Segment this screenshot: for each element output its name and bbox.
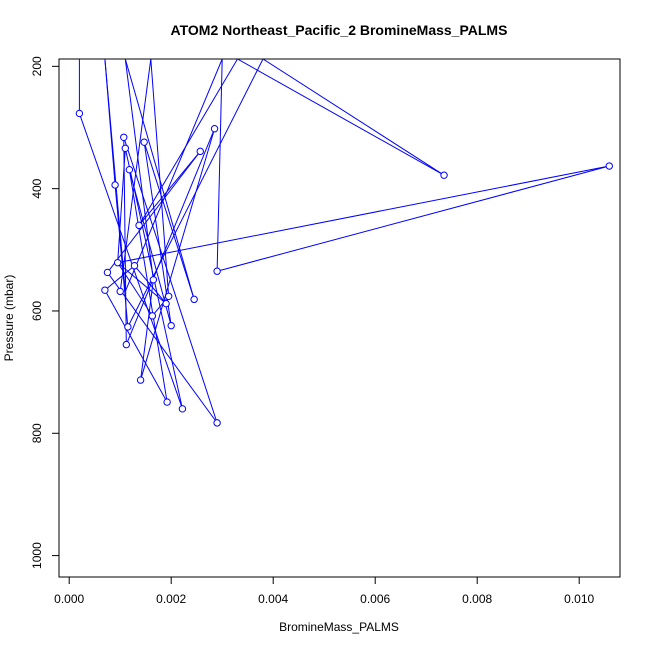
chart-title: ATOM2 Northeast_Pacific_2 BromineMass_PA… xyxy=(171,22,508,38)
data-point xyxy=(196,147,204,156)
series-segment xyxy=(117,165,610,264)
x-tick-label: 0.002 xyxy=(156,592,186,606)
series-segment xyxy=(123,137,127,345)
x-axis: 0.000 0.002 0.004 0.006 0.008 0.010 xyxy=(54,576,595,606)
data-point xyxy=(190,295,198,304)
series-segment xyxy=(125,128,216,345)
series-segment xyxy=(262,59,445,176)
data-point xyxy=(101,286,109,294)
x-tick-label: 0.010 xyxy=(564,592,594,606)
y-axis-label: Pressure (mbar) xyxy=(2,275,16,362)
data-point xyxy=(149,276,158,284)
series-segment xyxy=(104,59,116,186)
series-segment xyxy=(150,59,170,297)
series-segment xyxy=(107,272,218,424)
data-point xyxy=(213,419,221,427)
series-segment xyxy=(107,151,201,273)
series-segment xyxy=(143,142,195,300)
data-point xyxy=(125,165,134,174)
data-point xyxy=(120,133,128,141)
data-point xyxy=(130,262,139,270)
x-tick-label: 0.006 xyxy=(360,592,390,606)
x-tick-label: 0.004 xyxy=(258,592,288,606)
series-segment xyxy=(237,59,445,176)
y-tick-label: 1000 xyxy=(30,542,44,569)
y-tick-label: 400 xyxy=(30,178,44,198)
data-point xyxy=(213,267,221,275)
series-segment xyxy=(140,279,154,381)
y-tick-label: 800 xyxy=(30,423,44,443)
data-point xyxy=(167,321,175,330)
data-point xyxy=(210,125,219,133)
x-axis-label: BromineMass_PALMS xyxy=(279,620,399,634)
data-point xyxy=(135,221,143,230)
series-segment xyxy=(78,113,183,409)
y-tick-label: 200 xyxy=(30,56,44,76)
data-point xyxy=(111,181,119,189)
series-segment xyxy=(216,59,223,272)
data-point xyxy=(116,287,124,296)
data-point xyxy=(122,340,131,349)
plot-frame xyxy=(58,58,621,578)
series-points xyxy=(75,109,613,427)
series-segment xyxy=(216,165,610,272)
series-segment xyxy=(124,59,223,292)
data-point xyxy=(124,323,132,331)
data-point xyxy=(103,268,112,277)
y-axis: 200 400 600 800 1000 xyxy=(30,56,60,569)
data-point xyxy=(178,405,187,413)
x-tick-label: 0.008 xyxy=(462,592,492,606)
data-point xyxy=(162,299,170,308)
series-segment xyxy=(128,169,168,403)
series-segment xyxy=(134,265,167,304)
data-point xyxy=(136,376,145,384)
series-segment xyxy=(128,169,172,326)
series-segment xyxy=(117,262,153,317)
data-point xyxy=(164,292,173,300)
series-segment xyxy=(117,262,167,305)
series-segment xyxy=(140,128,216,381)
series-segment xyxy=(151,295,170,317)
data-point xyxy=(121,144,130,152)
x-tick-label: 0.000 xyxy=(54,592,84,606)
data-point xyxy=(605,162,613,170)
data-point xyxy=(75,109,84,118)
series-lines xyxy=(78,59,610,424)
data-point xyxy=(440,171,448,179)
series-segment xyxy=(104,265,135,291)
data-point xyxy=(148,312,157,320)
series-segment xyxy=(119,59,152,292)
series-segment xyxy=(104,289,168,403)
data-point xyxy=(113,258,122,267)
data-point xyxy=(140,138,148,146)
series-segment xyxy=(138,59,238,226)
series-segment xyxy=(138,151,201,226)
data-point xyxy=(163,398,171,406)
y-tick-label: 600 xyxy=(30,301,44,321)
